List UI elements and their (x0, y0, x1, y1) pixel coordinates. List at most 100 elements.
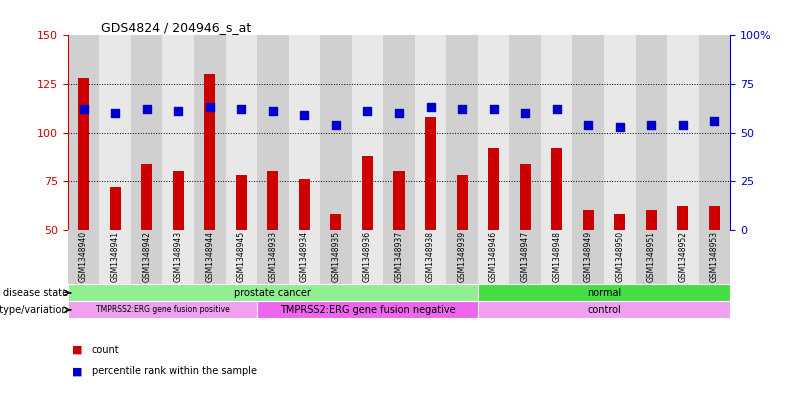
Bar (478, 230, 509, 284)
Bar (541, 35, 572, 230)
Text: GSM1348934: GSM1348934 (300, 231, 309, 282)
Bar (478, 301, 730, 318)
Bar (698, 230, 730, 284)
Text: GSM1348942: GSM1348942 (142, 231, 151, 282)
Point (677, 121, 689, 128)
Bar (415, 230, 446, 284)
Bar (667, 230, 698, 284)
Bar (415, 230, 446, 284)
Bar (226, 230, 257, 284)
Text: TMPRSS2:ERG gene fusion positive: TMPRSS2:ERG gene fusion positive (96, 305, 229, 314)
Bar (393, 171, 405, 327)
Point (708, 118, 721, 124)
Point (235, 106, 247, 112)
Bar (383, 35, 415, 230)
Bar (478, 284, 730, 301)
Bar (352, 230, 383, 284)
Bar (289, 230, 320, 284)
Bar (257, 230, 289, 284)
Bar (100, 230, 131, 284)
Text: control: control (587, 305, 621, 315)
Bar (425, 117, 436, 327)
Text: GSM1348941: GSM1348941 (111, 231, 120, 282)
Bar (709, 206, 720, 327)
Bar (541, 230, 572, 284)
Bar (352, 230, 383, 284)
Point (140, 106, 153, 112)
Text: disease state: disease state (2, 288, 68, 298)
Text: GSM1348952: GSM1348952 (678, 231, 687, 282)
Bar (478, 35, 509, 230)
Point (109, 110, 121, 116)
Bar (446, 35, 478, 230)
Text: GSM1348937: GSM1348937 (394, 231, 404, 282)
Bar (226, 230, 257, 284)
Bar (172, 171, 184, 327)
Bar (163, 230, 194, 284)
Text: GSM1348944: GSM1348944 (205, 231, 214, 282)
Text: ■: ■ (72, 345, 82, 355)
Text: normal: normal (587, 288, 621, 298)
Text: percentile rank within the sample: percentile rank within the sample (92, 366, 257, 376)
Point (298, 112, 310, 118)
Text: genotype/variation: genotype/variation (0, 305, 68, 315)
Bar (131, 230, 163, 284)
Bar (362, 156, 373, 327)
Text: GSM1348939: GSM1348939 (457, 231, 467, 282)
Bar (583, 210, 594, 327)
Bar (551, 148, 563, 327)
Text: GSM1348943: GSM1348943 (174, 231, 183, 282)
Bar (68, 230, 100, 284)
Text: GSM1348933: GSM1348933 (268, 231, 278, 282)
Bar (320, 230, 352, 284)
Bar (446, 230, 478, 284)
Text: GSM1348946: GSM1348946 (489, 231, 498, 282)
Bar (68, 230, 100, 284)
Bar (131, 35, 163, 230)
Text: GSM1348947: GSM1348947 (520, 231, 530, 282)
Text: GSM1348940: GSM1348940 (79, 231, 88, 282)
Point (361, 108, 373, 114)
Bar (614, 214, 626, 327)
Bar (478, 230, 509, 284)
Bar (320, 230, 352, 284)
Bar (163, 35, 194, 230)
Bar (635, 35, 667, 230)
Bar (131, 230, 163, 284)
Bar (267, 171, 279, 327)
Bar (257, 35, 289, 230)
Bar (141, 163, 152, 327)
Point (267, 108, 279, 114)
Bar (456, 175, 468, 327)
Bar (604, 230, 635, 284)
Bar (320, 35, 352, 230)
Bar (194, 35, 226, 230)
Bar (646, 210, 657, 327)
Bar (235, 175, 247, 327)
Bar (78, 78, 89, 327)
Bar (572, 35, 604, 230)
Point (330, 121, 342, 128)
Text: GSM1348948: GSM1348948 (552, 231, 561, 282)
Bar (541, 230, 572, 284)
Bar (488, 148, 499, 327)
Point (77, 106, 90, 112)
Bar (415, 35, 446, 230)
Bar (109, 187, 120, 327)
Bar (698, 35, 730, 230)
Text: GSM1348945: GSM1348945 (237, 231, 246, 282)
Bar (667, 230, 698, 284)
Text: GSM1348950: GSM1348950 (615, 231, 624, 282)
Bar (678, 206, 689, 327)
Bar (68, 35, 100, 230)
Text: GSM1348953: GSM1348953 (710, 231, 719, 282)
Bar (257, 301, 478, 318)
Bar (698, 230, 730, 284)
Bar (299, 179, 310, 327)
Bar (509, 230, 541, 284)
Point (172, 108, 184, 114)
Bar (226, 35, 257, 230)
Bar (257, 230, 289, 284)
Bar (289, 35, 320, 230)
Text: TMPRSS2:ERG gene fusion negative: TMPRSS2:ERG gene fusion negative (279, 305, 456, 315)
